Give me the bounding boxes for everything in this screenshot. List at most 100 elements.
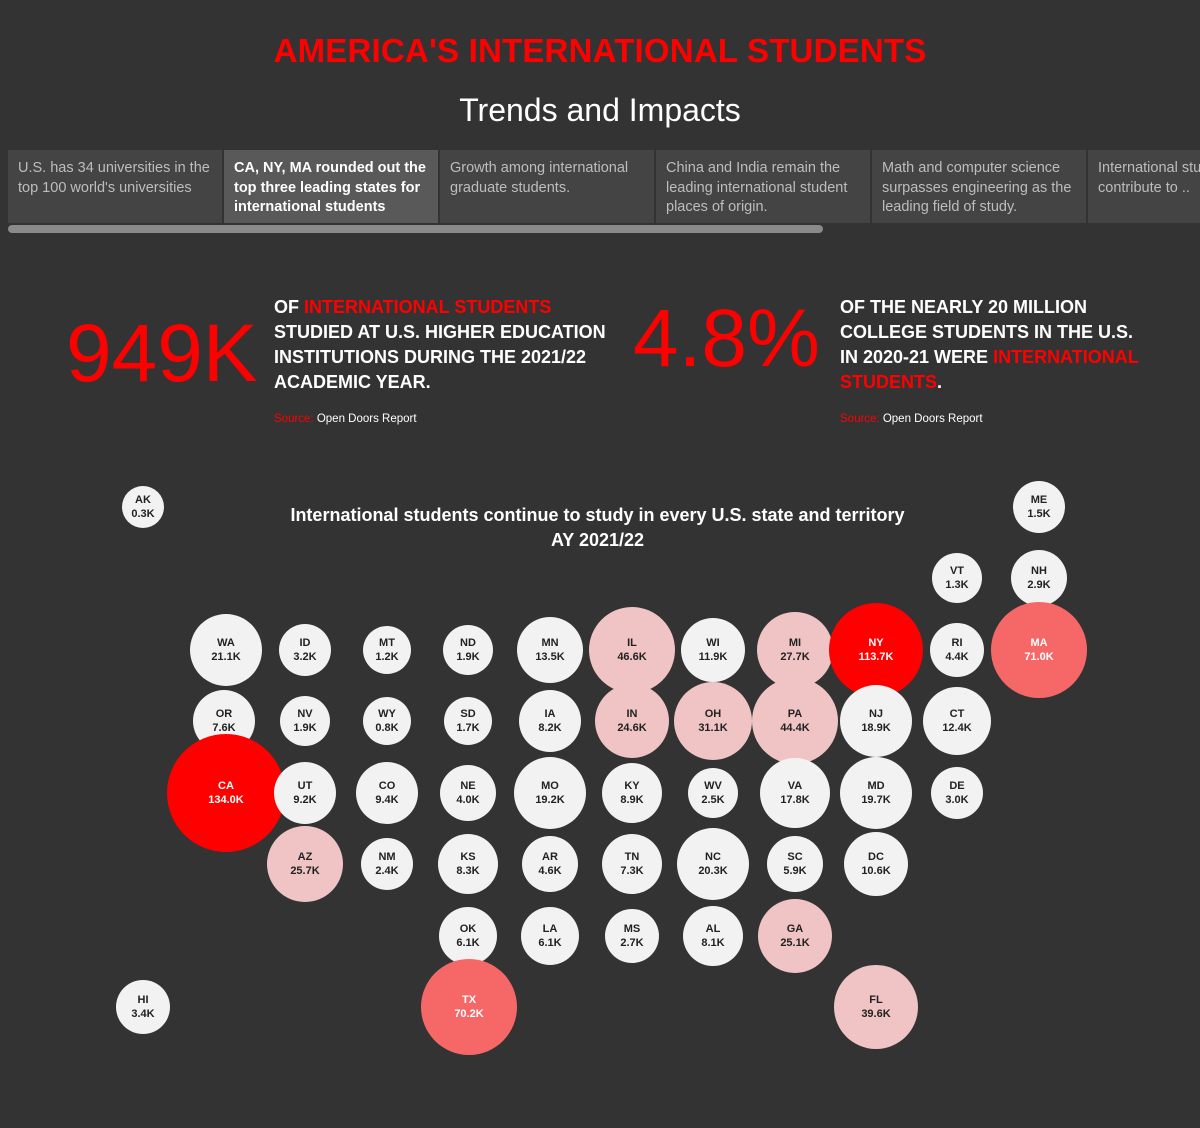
state-bubble-wy[interactable]: WY 0.8K: [363, 697, 411, 745]
state-code: PA: [787, 708, 803, 720]
state-bubble-ky[interactable]: KY 8.9K: [602, 763, 662, 823]
state-value: 2.4K: [375, 865, 399, 877]
state-bubble-wi[interactable]: WI 11.9K: [681, 618, 745, 682]
state-bubble-ak[interactable]: AK 0.3K: [122, 486, 164, 528]
state-code: NJ: [868, 708, 884, 720]
state-value: 10.6K: [861, 865, 891, 877]
state-bubble-wa[interactable]: WA 21.1K: [190, 614, 262, 686]
tab-6[interactable]: International students contribute to ..: [1088, 150, 1200, 223]
state-value: 31.1K: [698, 722, 728, 734]
state-value: 8.1K: [701, 937, 725, 949]
state-bubble-ct[interactable]: CT 12.4K: [923, 687, 991, 755]
state-bubble-ar[interactable]: AR 4.6K: [522, 836, 578, 892]
state-bubble-ia[interactable]: IA 8.2K: [519, 690, 581, 752]
state-bubble-hi[interactable]: HI 3.4K: [116, 980, 170, 1034]
state-bubble-sc[interactable]: SC 5.9K: [767, 836, 823, 892]
state-bubble-oh[interactable]: OH 31.1K: [674, 682, 752, 760]
tab-3[interactable]: Growth among international graduate stud…: [440, 150, 654, 223]
state-bubble-nm[interactable]: NM 2.4K: [361, 838, 413, 890]
state-code: MT: [379, 637, 395, 649]
state-value: 39.6K: [861, 1008, 891, 1020]
state-bubble-ri[interactable]: RI 4.4K: [930, 623, 984, 677]
state-value: 21.1K: [211, 651, 241, 663]
state-value: 20.3K: [698, 865, 728, 877]
state-bubble-me[interactable]: ME 1.5K: [1013, 481, 1065, 533]
state-bubble-nd[interactable]: ND 1.9K: [443, 625, 493, 675]
state-bubble-ms[interactable]: MS 2.7K: [605, 909, 659, 963]
state-code: LA: [542, 923, 558, 935]
tabs-scrollbar-thumb[interactable]: [8, 225, 823, 233]
state-code: AR: [542, 851, 558, 863]
state-bubble-al[interactable]: AL 8.1K: [683, 906, 743, 966]
state-code: KS: [460, 851, 476, 863]
state-value: 70.2K: [454, 1008, 484, 1020]
map-title-line1: International students continue to study…: [290, 505, 905, 525]
state-bubble-az[interactable]: AZ 25.7K: [267, 826, 343, 902]
state-code: AL: [705, 923, 721, 935]
state-bubble-md[interactable]: MD 19.7K: [840, 757, 912, 829]
state-value: 25.7K: [290, 865, 320, 877]
state-value: 17.8K: [780, 794, 810, 806]
state-bubble-tn[interactable]: TN 7.3K: [602, 834, 662, 894]
state-bubble-id[interactable]: ID 3.2K: [279, 624, 331, 676]
state-bubble-sd[interactable]: SD 1.7K: [444, 697, 492, 745]
state-value: 11.9K: [698, 651, 728, 663]
state-value: 8.3K: [456, 865, 480, 877]
state-bubble-ma[interactable]: MA 71.0K: [991, 602, 1087, 698]
state-bubble-fl[interactable]: FL 39.6K: [834, 965, 918, 1049]
state-bubble-la[interactable]: LA 6.1K: [521, 907, 579, 965]
state-bubble-ks[interactable]: KS 8.3K: [438, 834, 498, 894]
stat-right-text-post: .: [937, 372, 943, 392]
state-bubble-in[interactable]: IN 24.6K: [595, 684, 669, 758]
state-code: WY: [378, 708, 396, 720]
state-code: NV: [297, 708, 313, 720]
state-bubble-pa[interactable]: PA 44.4K: [752, 678, 838, 764]
state-code: RI: [951, 637, 963, 649]
state-code: WA: [217, 637, 235, 649]
state-bubble-nh[interactable]: NH 2.9K: [1011, 550, 1067, 606]
state-bubble-ut[interactable]: UT 9.2K: [274, 762, 336, 824]
state-bubble-dc[interactable]: DC 10.6K: [844, 832, 908, 896]
state-code: NY: [868, 637, 884, 649]
state-bubble-wv[interactable]: WV 2.5K: [688, 768, 738, 818]
state-code: NH: [1031, 565, 1047, 577]
state-bubble-va[interactable]: VA 17.8K: [760, 758, 830, 828]
state-bubble-nj[interactable]: NJ 18.9K: [840, 685, 912, 757]
state-bubble-ny[interactable]: NY 113.7K: [829, 603, 923, 697]
state-value: 19.7K: [861, 794, 891, 806]
state-bubble-mt[interactable]: MT 1.2K: [363, 626, 411, 674]
state-value: 27.7K: [780, 651, 810, 663]
state-value: 2.9K: [1027, 579, 1051, 591]
state-code: OH: [704, 708, 722, 720]
state-bubble-mi[interactable]: MI 27.7K: [757, 612, 833, 688]
state-bubble-ca[interactable]: CA 134.0K: [167, 734, 285, 852]
state-bubble-ga[interactable]: GA 25.1K: [758, 899, 832, 973]
state-code: ME: [1030, 494, 1048, 506]
state-bubble-tx[interactable]: TX 70.2K: [421, 959, 517, 1055]
tab-5[interactable]: Math and computer science surpasses engi…: [872, 150, 1086, 223]
state-code: AZ: [297, 851, 313, 863]
state-code: TN: [624, 851, 640, 863]
state-bubble-nv[interactable]: NV 1.9K: [280, 696, 330, 746]
state-bubble-mo[interactable]: MO 19.2K: [514, 757, 586, 829]
state-code: AK: [135, 494, 151, 506]
state-bubble-de[interactable]: DE 3.0K: [931, 767, 983, 819]
state-bubble-ok[interactable]: OK 6.1K: [439, 907, 497, 965]
state-code: DC: [868, 851, 884, 863]
state-value: 4.0K: [456, 794, 480, 806]
tab-4[interactable]: China and India remain the leading inter…: [656, 150, 870, 223]
state-bubble-vt[interactable]: VT 1.3K: [932, 553, 982, 603]
state-bubble-mn[interactable]: MN 13.5K: [517, 617, 583, 683]
tab-2[interactable]: CA, NY, MA rounded out the top three lea…: [224, 150, 438, 223]
tab-1[interactable]: U.S. has 34 universities in the top 100 …: [8, 150, 222, 223]
state-bubble-ne[interactable]: NE 4.0K: [440, 765, 496, 821]
tabs-scrollbar[interactable]: [8, 225, 1200, 233]
state-bubble-nc[interactable]: NC 20.3K: [677, 828, 749, 900]
state-code: FL: [869, 994, 883, 1006]
state-bubble-co[interactable]: CO 9.4K: [356, 762, 418, 824]
state-code: HI: [137, 994, 149, 1006]
state-value: 46.6K: [617, 651, 647, 663]
stat-right-source: Source: Open Doors Report: [840, 413, 983, 425]
state-bubble-il[interactable]: IL 46.6K: [589, 607, 675, 693]
stat-right-text-highlight: INTERNATIONAL STUDENTS: [840, 347, 1139, 392]
